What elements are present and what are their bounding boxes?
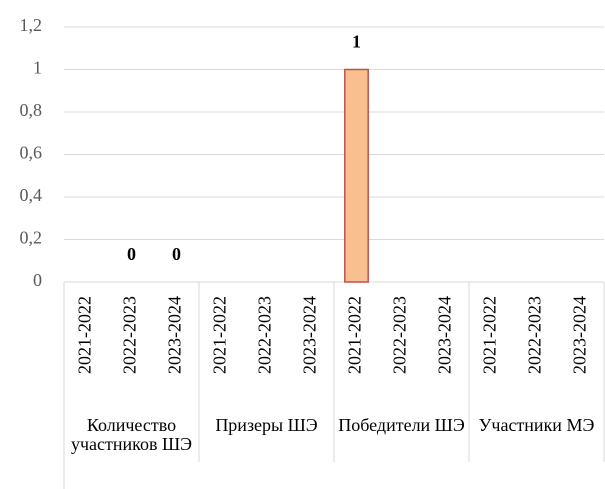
x-tick-label: 2023-2024 <box>570 296 590 374</box>
group-label-box: Количество участников ШЭ <box>70 416 193 454</box>
group-label-box: Призеры ШЭ <box>215 416 318 435</box>
x-tick-label: 2021-2022 <box>345 296 365 374</box>
value-label: 0 <box>172 244 181 264</box>
y-tick-label: 1 <box>33 58 42 78</box>
group-label: Участники МЭ <box>478 416 595 435</box>
x-tick-label: 2023-2024 <box>165 296 185 374</box>
x-tick-label: 2021-2022 <box>210 296 230 374</box>
x-tick-label: 2022-2023 <box>255 296 275 374</box>
group-label: Количество участников ШЭ <box>70 416 193 454</box>
value-label: 1 <box>352 32 361 52</box>
group-label-box: Победители ШЭ <box>338 416 465 435</box>
y-tick-label: 0,2 <box>20 228 43 248</box>
x-tick-label: 2021-2022 <box>75 296 95 374</box>
x-tick-label: 2023-2024 <box>300 296 320 374</box>
bar <box>344 68 369 283</box>
y-tick-label: 0 <box>33 270 42 290</box>
y-tick-label: 0,8 <box>20 100 43 120</box>
x-tick-label: 2021-2022 <box>480 296 500 374</box>
y-tick-label: 1,2 <box>20 15 43 35</box>
x-tick-label: 2022-2023 <box>390 296 410 374</box>
group-label: Победители ШЭ <box>338 416 465 435</box>
y-tick-label: 0,6 <box>20 143 43 163</box>
x-tick-label: 2023-2024 <box>435 296 455 374</box>
group-label: Призеры ШЭ <box>215 416 318 435</box>
group-label-box: Участники МЭ <box>478 416 595 435</box>
y-tick-label: 0,4 <box>20 185 43 205</box>
value-label: 0 <box>127 244 136 264</box>
x-tick-label: 2022-2023 <box>120 296 140 374</box>
x-tick-label: 2022-2023 <box>525 296 545 374</box>
